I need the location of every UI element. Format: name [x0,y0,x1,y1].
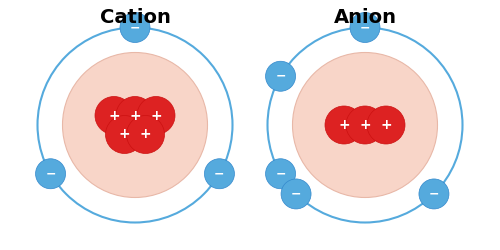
Ellipse shape [126,116,164,154]
Text: +: + [140,128,151,141]
Text: +: + [338,118,350,132]
Text: +: + [129,108,141,122]
Ellipse shape [36,159,66,189]
Ellipse shape [346,106,384,144]
Text: +: + [118,128,130,141]
Text: −: − [291,188,302,200]
Text: +: + [108,108,120,122]
Text: +: + [150,108,162,122]
Ellipse shape [204,159,234,189]
Text: −: − [46,167,56,180]
Text: Anion: Anion [334,8,396,27]
Ellipse shape [62,52,208,198]
Text: +: + [359,118,371,132]
Ellipse shape [350,12,380,42]
Ellipse shape [266,159,296,189]
Text: Cation: Cation [100,8,170,27]
Ellipse shape [325,106,363,144]
Ellipse shape [419,179,449,209]
Text: −: − [214,167,224,180]
Text: +: + [380,118,392,132]
Text: −: − [428,188,439,200]
Ellipse shape [281,179,311,209]
Ellipse shape [292,52,438,198]
Ellipse shape [116,96,154,134]
Text: −: − [130,21,140,34]
Ellipse shape [106,116,144,154]
Ellipse shape [137,96,175,134]
Text: −: − [276,70,286,83]
Ellipse shape [367,106,405,144]
Ellipse shape [120,12,150,42]
Ellipse shape [95,96,133,134]
Text: −: − [276,167,286,180]
Text: −: − [360,21,370,34]
Ellipse shape [266,61,296,91]
